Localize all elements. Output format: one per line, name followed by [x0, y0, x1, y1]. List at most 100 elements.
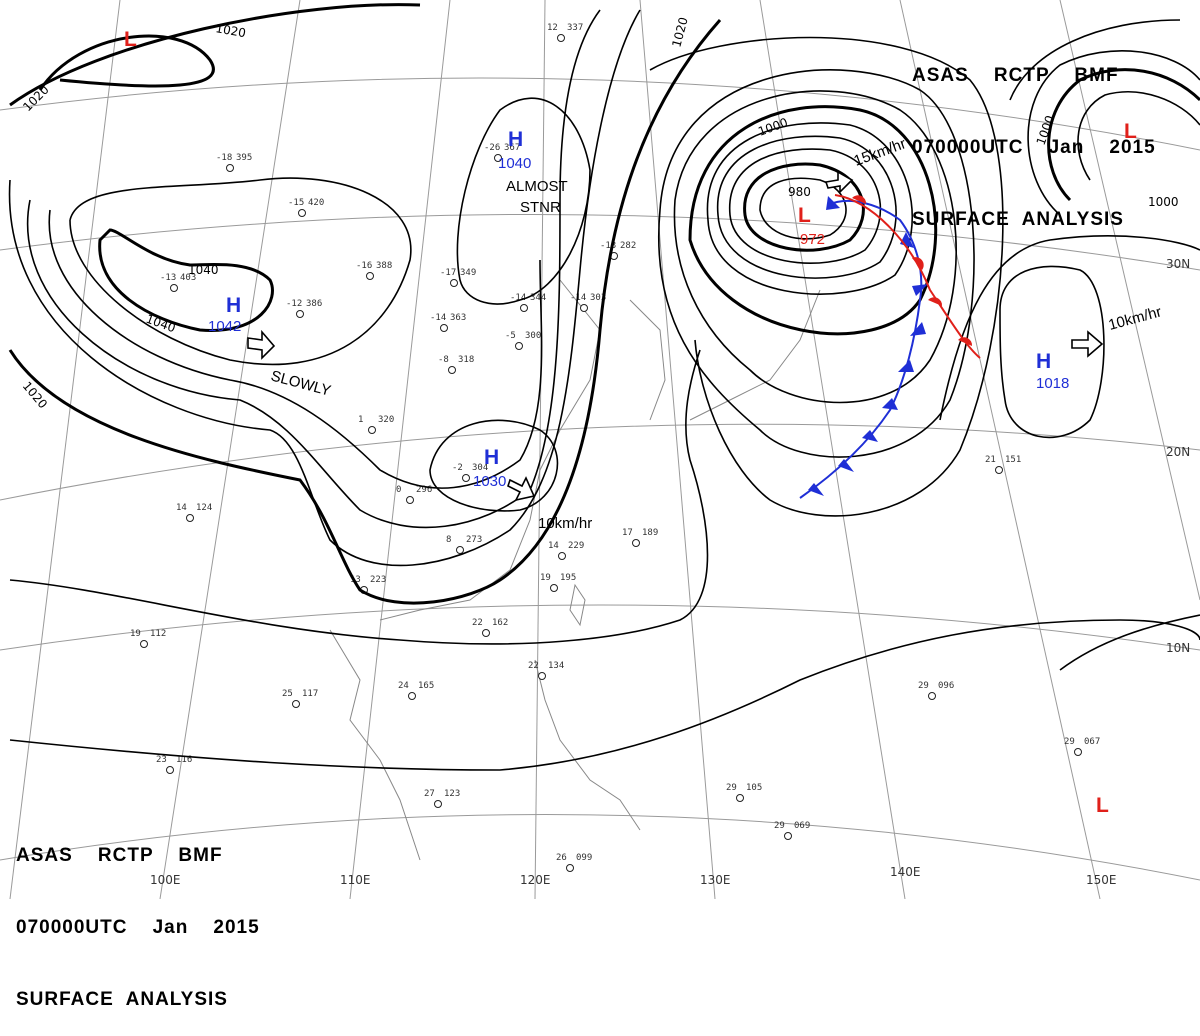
station-plot: -16 388 [356, 261, 392, 280]
lon-label-130e: 130E [700, 873, 731, 887]
isobar-1016-southeast [1059, 614, 1200, 671]
graticule-labels: 100E 110E 120E 130E 140E 150E 30N 20N 10… [150, 257, 1190, 887]
isobar-1012-east [649, 36, 1004, 517]
latitude-line-30n [0, 213, 1200, 271]
station-temperature: -18 [216, 153, 232, 163]
station-plot: 8 273 [446, 535, 482, 554]
isobar-label: 1000 [1148, 195, 1179, 209]
station-circle-icon [632, 539, 640, 547]
station-temperature: -13 [600, 241, 616, 251]
latitude-line-0 [0, 814, 1200, 881]
lon-label-100e: 100E [150, 873, 181, 887]
station-plot: -18 395 [216, 153, 252, 172]
station-pressure: 117 [302, 689, 318, 699]
station-circle-icon [448, 366, 456, 374]
station-circle-icon [557, 34, 565, 42]
station-plots: -26 367 -18 395 -15 420 -13 403 -12 386 -16 388 -14 3… [130, 23, 1100, 872]
station-circle-icon [538, 672, 546, 680]
latitude-line-10n [0, 604, 1200, 651]
lat-label-10n: 10N [1166, 641, 1190, 655]
station-pressure: 099 [576, 853, 592, 863]
station-temperature: 19 [540, 573, 551, 583]
header-line-2: 070000UTC Jan 2015 [16, 917, 260, 938]
low-center-northwest: L [124, 28, 137, 51]
station-circle-icon [298, 209, 306, 217]
station-plot: 14 124 [176, 503, 212, 522]
station-temperature: 22 [528, 661, 539, 671]
station-pressure: 349 [460, 268, 476, 278]
station-temperature: 26 [556, 853, 567, 863]
cold-front [799, 200, 923, 499]
station-circle-icon [550, 584, 558, 592]
station-temperature: 19 [130, 629, 141, 639]
longitude-line-120e [534, 0, 546, 899]
longitude-line-160e [1059, 0, 1200, 601]
station-pressure: 162 [492, 618, 508, 628]
philippines-coast [534, 659, 641, 831]
station-pressure: 189 [642, 528, 658, 538]
isobar-1032 [48, 209, 543, 489]
chart-header-bottom: ASAS RCTP BMF 070000UTC Jan 2015 SURFACE… [16, 796, 260, 1036]
station-temperature: -17 [440, 268, 456, 278]
station-circle-icon [186, 514, 194, 522]
station-temperature: 29 [1064, 737, 1075, 747]
isobar-988 [716, 135, 897, 279]
station-pressure: 123 [444, 789, 460, 799]
station-temperature: 23 [156, 755, 167, 765]
isobar-1028 [26, 9, 601, 529]
indochina-coast [329, 629, 421, 861]
low-center-southeast: L [1096, 794, 1109, 817]
low-value-972: 972 [800, 231, 825, 248]
station-plot: 21 151 [985, 455, 1021, 474]
station-plot: 26 099 [556, 853, 592, 872]
station-plot: 29 067 [1064, 737, 1100, 756]
station-pressure: 134 [548, 661, 564, 671]
isobar-1016 [9, 349, 709, 645]
station-plot: 0 296 [396, 485, 432, 504]
station-plot: 19 195 [540, 573, 576, 592]
isobar-1024 [8, 9, 641, 567]
station-plot: -15 420 [288, 198, 324, 217]
station-plot: 22 162 [472, 618, 508, 637]
station-pressure: 303 [590, 293, 606, 303]
station-plot: 19 112 [130, 629, 166, 648]
station-temperature: -16 [356, 261, 372, 271]
station-plot: 24 165 [398, 681, 434, 700]
station-plot: 29 105 [726, 783, 762, 802]
station-circle-icon [140, 640, 148, 648]
isobar-1032-east-cell [429, 419, 559, 512]
station-temperature: 25 [282, 689, 293, 699]
isobar-1036 [69, 177, 412, 366]
station-circle-icon [450, 279, 458, 287]
isobar-992 [706, 122, 914, 295]
header-line-1: ASAS RCTP BMF [912, 65, 1119, 86]
lon-label-140e: 140E [890, 865, 921, 879]
station-pressure: 116 [176, 755, 192, 765]
station-pressure: 300 [525, 331, 541, 341]
lat-label-20n: 20N [1166, 445, 1190, 459]
isobar-1020-main [8, 19, 722, 605]
station-pressure: 296 [416, 485, 432, 495]
station-pressure: 151 [1005, 455, 1021, 465]
station-pressure: 337 [567, 23, 583, 33]
station-circle-icon [456, 546, 464, 554]
isobar-1000 [688, 105, 938, 336]
station-plot: 22 134 [528, 661, 564, 680]
station-pressure: 096 [938, 681, 954, 691]
station-temperature: 0 [396, 485, 401, 495]
station-circle-icon [494, 154, 502, 162]
station-plot: 12 337 [547, 23, 583, 42]
lon-label-120e: 120E [520, 873, 551, 887]
station-temperature: 14 [176, 503, 187, 513]
isobar-ne-1000 [1047, 68, 1200, 202]
station-temperature: -26 [484, 143, 500, 153]
station-temperature: 27 [424, 789, 435, 799]
station-circle-icon [408, 692, 416, 700]
station-temperature: -13 [160, 273, 176, 283]
station-circle-icon [995, 466, 1003, 474]
isobar-1020-nw-low [38, 34, 215, 91]
header-line-1: ASAS RCTP BMF [16, 845, 223, 866]
isobar-1020-north [9, 3, 421, 107]
station-circle-icon [928, 692, 936, 700]
longitude-line-140e [759, 0, 906, 899]
